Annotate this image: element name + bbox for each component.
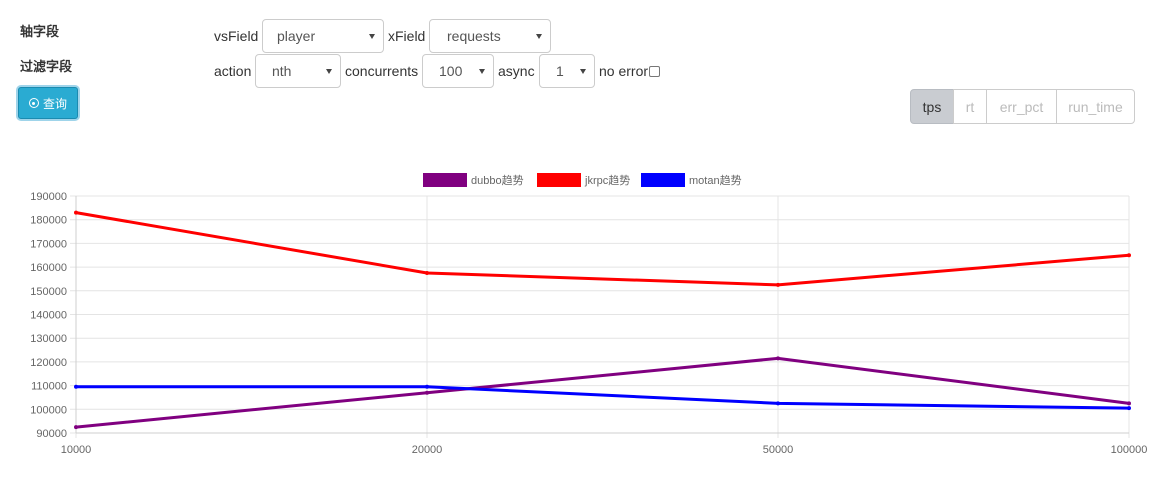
- data-point: [776, 282, 780, 287]
- legend-swatch: [537, 173, 581, 187]
- data-point: [74, 210, 78, 215]
- chevron-down-icon: [479, 69, 485, 74]
- tab-rt-label: rt: [965, 98, 975, 115]
- series-line-2: [76, 385, 1130, 410]
- y-tick-label: 130000: [30, 333, 67, 345]
- data-point: [1127, 253, 1131, 258]
- concurrents-select[interactable]: 100: [422, 54, 494, 88]
- async-select-value: 1: [556, 63, 564, 79]
- axis-field-label: 轴字段: [20, 24, 60, 39]
- chevron-down-icon: [326, 69, 332, 74]
- x-tick-label: 20000: [412, 444, 443, 456]
- tab-tps-label: tps: [922, 98, 942, 115]
- query-button-label: 查询: [42, 96, 67, 111]
- tab-err-pct[interactable]: err_pct: [986, 89, 1057, 124]
- no-error-checkbox[interactable]: [649, 66, 660, 77]
- tab-run-time-label: run_time: [1068, 98, 1123, 115]
- tab-tps[interactable]: tps: [910, 89, 954, 124]
- no-error-label: no error: [599, 63, 649, 79]
- xfield-select[interactable]: requests: [429, 19, 551, 53]
- async-label: async: [498, 63, 535, 79]
- x-tick-label: 50000: [763, 444, 794, 456]
- data-point: [425, 271, 429, 276]
- y-tick-label: 160000: [30, 262, 67, 274]
- vsfield-select-value: player: [277, 28, 316, 44]
- y-tick-label: 90000: [36, 428, 67, 440]
- circle-dot-icon: [28, 98, 39, 108]
- x-tick-label: 100000: [1111, 444, 1148, 456]
- y-tick-label: 150000: [30, 286, 67, 298]
- y-tick-label: 110000: [31, 381, 67, 393]
- tab-err-pct-label: err_pct: [999, 98, 1044, 115]
- y-tick-label: 140000: [30, 310, 67, 322]
- data-point: [776, 401, 780, 406]
- legend-label: jkrpc趋势: [584, 174, 630, 187]
- data-point: [425, 390, 429, 395]
- chevron-down-icon: [580, 69, 586, 74]
- action-label: action: [214, 63, 252, 79]
- concurrents-select-value: 100: [439, 63, 463, 79]
- filter-field-label: 过滤字段: [20, 59, 73, 74]
- xfield-label: xField: [388, 28, 426, 44]
- series-line-0: [75, 356, 1130, 429]
- data-point: [74, 384, 78, 389]
- y-tick-label: 190000: [30, 191, 67, 203]
- series-line-1: [75, 211, 1130, 287]
- vsfield-label: vsField: [214, 28, 259, 44]
- data-point: [74, 425, 78, 430]
- chevron-down-icon: [369, 34, 375, 39]
- y-tick-label: 170000: [30, 238, 67, 250]
- query-button[interactable]: 查询: [18, 87, 78, 119]
- xfield-select-value: requests: [447, 28, 501, 44]
- legend-swatch: [423, 173, 467, 187]
- action-select-value: nth: [272, 63, 292, 79]
- data-point: [1127, 406, 1131, 411]
- y-tick-label: 180000: [30, 215, 67, 227]
- y-tick-label: 120000: [30, 357, 67, 369]
- tps-line-chart: 90000 100000 110000 120000 130000 140000 15000…: [30, 173, 1148, 456]
- tab-run-time[interactable]: run_time: [1056, 89, 1135, 124]
- x-tick-label: 10000: [61, 444, 92, 456]
- tab-rt[interactable]: rt: [953, 89, 987, 124]
- y-tick-label: 100000: [30, 404, 67, 416]
- vsfield-select[interactable]: player: [262, 19, 384, 53]
- async-select[interactable]: 1: [539, 54, 595, 88]
- data-point: [776, 356, 780, 361]
- legend-swatch: [641, 173, 685, 187]
- legend-label: dubbo趋势: [471, 174, 524, 187]
- legend-label: motan趋势: [689, 174, 742, 187]
- metric-button-group: tps rt err_pct run_time: [910, 89, 1135, 124]
- action-select[interactable]: nth: [255, 54, 341, 88]
- data-point: [425, 384, 429, 389]
- chevron-down-icon: [536, 34, 542, 39]
- concurrents-label: concurrents: [345, 63, 419, 79]
- data-point: [1127, 401, 1131, 406]
